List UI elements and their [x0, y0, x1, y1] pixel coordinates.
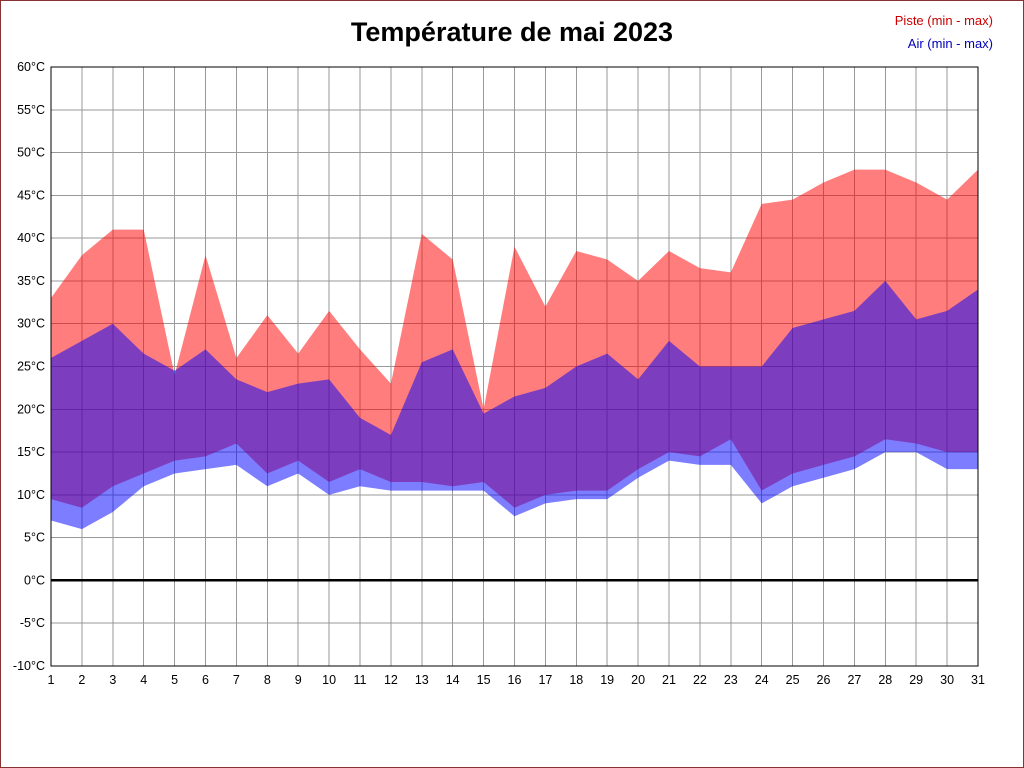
svg-text:15°C: 15°C [17, 445, 45, 459]
svg-text:8: 8 [264, 673, 271, 687]
x-axis-labels: 1 2 3 4 5 6 7 8 9 10 11 12 13 14 15 16 17 18 19 20 21 22 23 24 2… [48, 673, 985, 687]
svg-text:10°C: 10°C [17, 488, 45, 502]
band-air [51, 280, 978, 530]
svg-text:2: 2 [78, 673, 85, 687]
svg-text:12: 12 [384, 673, 398, 687]
svg-text:0°C: 0°C [24, 573, 45, 587]
svg-text:9: 9 [295, 673, 302, 687]
svg-text:4: 4 [140, 673, 147, 687]
svg-text:-10°C: -10°C [13, 659, 45, 673]
svg-text:14: 14 [446, 673, 460, 687]
legend: Piste (min - max) Air (min - max) [895, 9, 993, 55]
chart-title: Température de mai 2023 [350, 17, 674, 47]
svg-text:40°C: 40°C [17, 231, 45, 245]
svg-text:27: 27 [847, 673, 861, 687]
svg-text:16: 16 [508, 673, 522, 687]
svg-text:23: 23 [724, 673, 738, 687]
svg-text:60°C: 60°C [17, 60, 45, 74]
svg-text:13: 13 [415, 673, 429, 687]
svg-text:15: 15 [477, 673, 491, 687]
svg-text:35°C: 35°C [17, 274, 45, 288]
svg-text:30°C: 30°C [17, 317, 45, 331]
svg-text:5: 5 [171, 673, 178, 687]
svg-text:5°C: 5°C [24, 531, 45, 545]
svg-text:20: 20 [631, 673, 645, 687]
svg-text:1: 1 [48, 673, 55, 687]
svg-text:24: 24 [755, 673, 769, 687]
svg-text:21: 21 [662, 673, 676, 687]
svg-text:31: 31 [971, 673, 985, 687]
svg-text:25: 25 [786, 673, 800, 687]
svg-text:20°C: 20°C [17, 402, 45, 416]
plot-border [50, 66, 979, 667]
svg-text:45°C: 45°C [17, 188, 45, 202]
svg-text:7: 7 [233, 673, 240, 687]
svg-text:18: 18 [569, 673, 583, 687]
svg-text:6: 6 [202, 673, 209, 687]
svg-text:28: 28 [878, 673, 892, 687]
svg-text:30: 30 [940, 673, 954, 687]
svg-text:22: 22 [693, 673, 707, 687]
svg-text:19: 19 [600, 673, 614, 687]
svg-text:3: 3 [109, 673, 116, 687]
svg-text:26: 26 [817, 673, 831, 687]
svg-text:-5°C: -5°C [20, 616, 45, 630]
legend-piste: Piste (min - max) [894, 13, 993, 28]
svg-text:10: 10 [322, 673, 336, 687]
svg-text:29: 29 [909, 673, 923, 687]
legend-air: Air (min - max) [907, 36, 993, 51]
svg-text:17: 17 [538, 673, 552, 687]
svg-text:50°C: 50°C [17, 146, 45, 160]
svg-text:25°C: 25°C [17, 360, 45, 374]
svg-text:11: 11 [354, 673, 367, 687]
svg-text:55°C: 55°C [17, 103, 45, 117]
y-axis-labels: 60°C 55°C 50°C 45°C 40°C 35°C 30°C 25°C 20°C 15°C… [13, 60, 45, 673]
